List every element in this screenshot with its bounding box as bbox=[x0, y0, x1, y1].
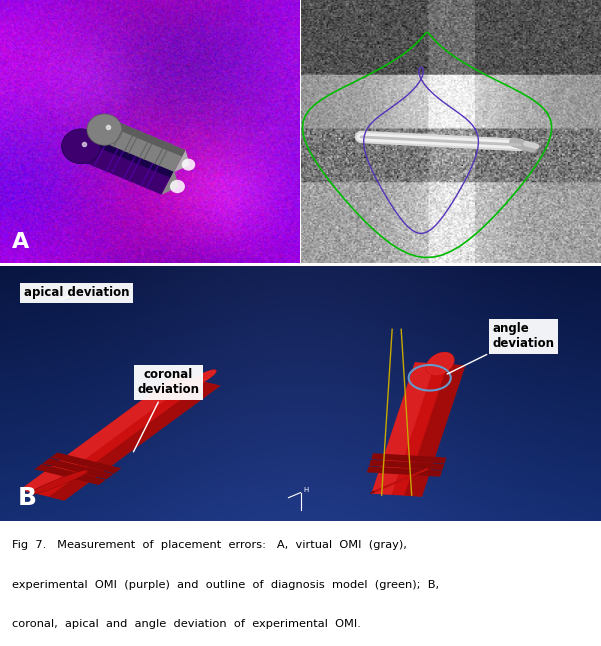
Text: apical deviation: apical deviation bbox=[24, 286, 130, 300]
Polygon shape bbox=[29, 469, 91, 495]
Text: A: A bbox=[12, 232, 29, 252]
Polygon shape bbox=[42, 458, 114, 479]
Text: coronal,  apical  and  angle  deviation  of  experimental  OMI.: coronal, apical and angle deviation of e… bbox=[12, 619, 361, 629]
Polygon shape bbox=[427, 353, 454, 375]
Polygon shape bbox=[404, 364, 465, 497]
Polygon shape bbox=[371, 362, 435, 495]
Text: Fig  7.   Measurement  of  placement  errors:   A,  virtual  OMI  (gray),: Fig 7. Measurement of placement errors: … bbox=[12, 540, 407, 550]
Text: coronal
deviation: coronal deviation bbox=[133, 368, 200, 452]
Polygon shape bbox=[20, 375, 221, 501]
Text: H: H bbox=[304, 486, 309, 493]
Polygon shape bbox=[112, 121, 186, 157]
Polygon shape bbox=[174, 150, 190, 172]
Text: angle
deviation: angle deviation bbox=[447, 322, 555, 374]
Circle shape bbox=[182, 158, 195, 171]
Polygon shape bbox=[89, 136, 174, 178]
Polygon shape bbox=[181, 370, 216, 390]
Polygon shape bbox=[34, 471, 87, 493]
Polygon shape bbox=[50, 452, 121, 474]
Polygon shape bbox=[369, 460, 444, 470]
Text: B: B bbox=[18, 486, 37, 510]
Circle shape bbox=[87, 114, 122, 145]
Polygon shape bbox=[371, 362, 465, 497]
Polygon shape bbox=[371, 453, 447, 464]
Polygon shape bbox=[80, 136, 174, 194]
Polygon shape bbox=[367, 466, 442, 477]
Polygon shape bbox=[371, 467, 433, 494]
Polygon shape bbox=[34, 464, 106, 485]
Text: experimental  OMI  (purple)  and  outline  of  diagnosis  model  (green);  B,: experimental OMI (purple) and outline of… bbox=[12, 579, 439, 590]
Polygon shape bbox=[182, 371, 215, 390]
Polygon shape bbox=[49, 382, 221, 501]
Polygon shape bbox=[162, 171, 179, 194]
Polygon shape bbox=[427, 353, 453, 375]
Polygon shape bbox=[375, 469, 428, 491]
Polygon shape bbox=[20, 375, 194, 494]
Circle shape bbox=[170, 180, 185, 193]
Polygon shape bbox=[103, 121, 186, 172]
Circle shape bbox=[62, 129, 100, 163]
